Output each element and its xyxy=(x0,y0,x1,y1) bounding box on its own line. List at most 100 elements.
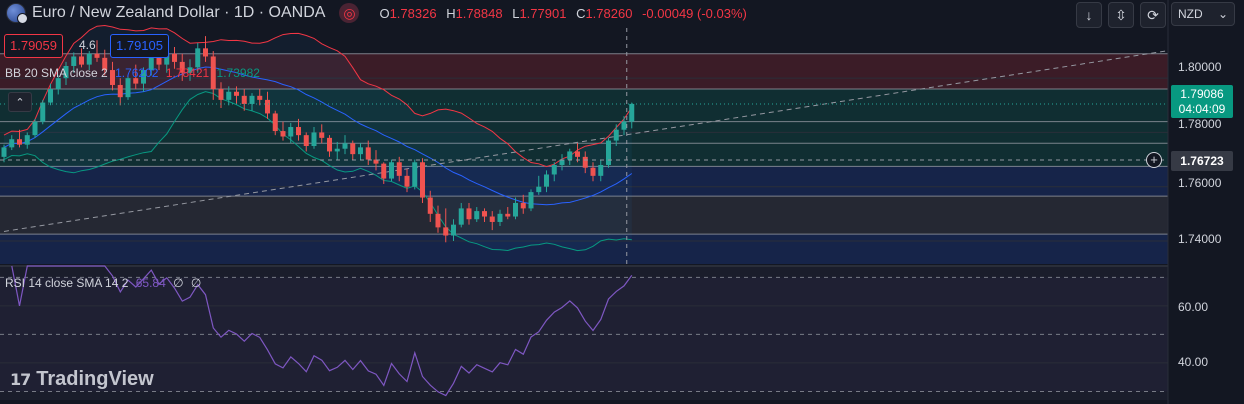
price-zone xyxy=(0,234,1168,264)
candle-body xyxy=(63,65,69,79)
candle-body xyxy=(396,162,402,176)
chevron-down-icon: ⌄ xyxy=(1217,7,1228,21)
candle-body xyxy=(598,164,604,176)
price-tick-label: 1.80000 xyxy=(1178,60,1222,74)
close-value: 1.78260 xyxy=(585,5,633,21)
sell-button[interactable]: 1.79059 xyxy=(4,34,63,58)
candle-body xyxy=(210,56,216,90)
candle-body xyxy=(420,162,425,198)
bollinger-bands xyxy=(3,24,633,252)
tradingview-mark-icon: 𝟭𝟳 xyxy=(10,371,31,389)
candle-body xyxy=(203,48,208,57)
currency-select[interactable]: NZD ⌄ xyxy=(1171,2,1235,26)
candle-body xyxy=(265,99,270,114)
market-status-icon[interactable]: ◎ xyxy=(339,3,360,23)
candle-body xyxy=(55,78,61,90)
change-value: -0.00049 (-0.03%) xyxy=(642,5,747,21)
plus-icon[interactable]: + xyxy=(1146,152,1162,168)
horizontal-levels[interactable] xyxy=(0,53,1168,235)
symbol-title[interactable]: Euro / New Zealand Dollar · 1D · OANDA xyxy=(32,4,326,21)
candle-body xyxy=(48,89,53,103)
candle-body xyxy=(505,213,511,217)
price-tick-label: 1.78000 xyxy=(1178,117,1222,131)
candle-body xyxy=(466,208,472,220)
candle-body xyxy=(497,213,503,222)
buy-button[interactable]: 1.79105 xyxy=(110,34,169,58)
rsi-value: 65.84 xyxy=(135,276,166,290)
candle-body xyxy=(489,216,495,222)
price-axis-background xyxy=(1168,0,1244,404)
crosshair-price-tag: 1.76723 xyxy=(1171,151,1233,171)
candle-body xyxy=(172,53,177,62)
candle-body xyxy=(257,95,263,100)
candle-body xyxy=(1,147,7,157)
candle-body xyxy=(373,159,379,164)
candle-body xyxy=(528,192,534,209)
candle-body xyxy=(575,151,580,157)
candle-body xyxy=(311,132,317,146)
candle-body xyxy=(358,147,363,155)
ohlc-readout: O1.78326 H1.78848 L1.77901 C1.78260 -0.0… xyxy=(373,6,746,21)
rsi-extra-2: ∅ xyxy=(190,276,202,290)
price-zone xyxy=(0,53,1168,90)
low-value: 1.77901 xyxy=(519,5,567,21)
price-zones xyxy=(0,53,1168,264)
candle-body xyxy=(621,121,627,130)
watermark-text: TradingView xyxy=(36,368,154,390)
candle-body xyxy=(520,202,526,209)
candle-body xyxy=(427,197,433,214)
candle-body xyxy=(79,56,84,65)
candle-body xyxy=(443,227,449,236)
candle-body xyxy=(482,211,487,217)
candle-body xyxy=(133,78,139,84)
candle-body xyxy=(280,131,286,137)
symbol-flag-icon xyxy=(6,3,28,24)
collapse-arrows-icon[interactable]: ⇳ xyxy=(1108,2,1134,28)
candle-body xyxy=(102,57,108,71)
rsi-legend[interactable]: RSI 14 close SMA 14 2 65.84 ∅ ∅ xyxy=(5,276,201,290)
candle-body xyxy=(303,135,309,146)
bb-upper-line xyxy=(3,24,633,168)
candle-body xyxy=(590,167,596,176)
refresh-icon[interactable]: ⟳ xyxy=(1140,2,1166,28)
candle-body xyxy=(567,151,573,160)
candle-body xyxy=(17,139,22,145)
candle-body xyxy=(606,140,611,165)
low-label: L xyxy=(512,5,520,21)
candle-body xyxy=(389,162,394,179)
candle-body xyxy=(86,53,92,65)
candle-body xyxy=(272,113,278,132)
arrow-down-icon[interactable]: ↓ xyxy=(1076,2,1102,28)
bb-lower-value: 1.73982 xyxy=(216,66,260,80)
candle-body xyxy=(187,67,193,73)
last-price-tag: 1.79086 04:04:09 xyxy=(1171,85,1233,118)
spread-value: 4.6 xyxy=(79,38,96,52)
candle-body xyxy=(71,56,77,66)
candle-body xyxy=(334,148,340,152)
candle-body xyxy=(117,84,123,98)
candle-body xyxy=(559,159,565,165)
chevron-up-icon[interactable]: ⌃ xyxy=(8,92,32,112)
candle-body xyxy=(513,202,518,217)
candle-body xyxy=(613,129,619,141)
candle-body xyxy=(582,156,588,168)
tradingview-logo[interactable]: 𝟭𝟳 TradingView xyxy=(10,368,154,391)
rsi-tick-label: 40.00 xyxy=(1178,355,1209,369)
candle-body xyxy=(148,53,154,71)
bb-legend[interactable]: BB 20 SMA close 2 1.76202 1.78421 1.7398… xyxy=(5,66,260,80)
chart-header: Euro / New Zealand Dollar · 1D · OANDA ◎… xyxy=(0,0,1166,26)
candle-body xyxy=(327,137,332,152)
last-price-value: 1.79086 xyxy=(1180,87,1224,101)
candle-body xyxy=(458,208,464,225)
candle-body xyxy=(536,186,542,193)
candle-body xyxy=(156,53,162,65)
candle-body xyxy=(234,91,239,96)
rsi-line xyxy=(11,265,633,397)
price-zone xyxy=(0,196,1168,235)
candle-body xyxy=(544,174,549,187)
price-tick-label: 1.76000 xyxy=(1178,176,1222,190)
candle-body xyxy=(195,48,201,68)
candle-body xyxy=(241,95,247,104)
high-value: 1.78848 xyxy=(455,5,503,21)
